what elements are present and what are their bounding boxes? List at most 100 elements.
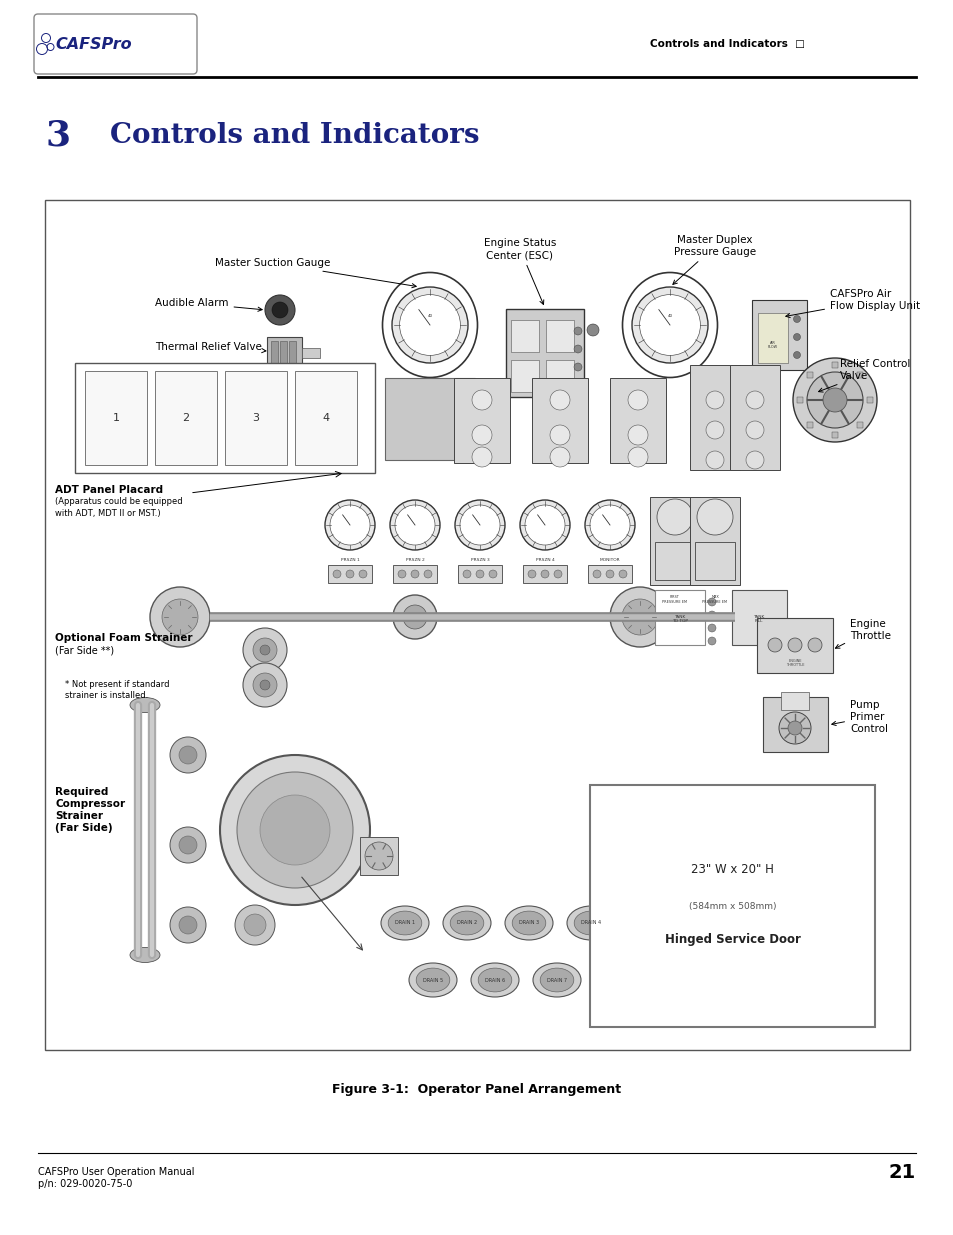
Bar	[393, 564, 436, 583]
Circle shape	[253, 638, 276, 662]
Text: ADT Panel Placard: ADT Panel Placard	[55, 485, 163, 495]
Bar	[762, 697, 827, 752]
Ellipse shape	[442, 906, 491, 940]
Circle shape	[574, 382, 581, 389]
Bar	[866, 396, 872, 403]
Text: Engine Status
Center (ESC): Engine Status Center (ESC)	[483, 238, 556, 305]
Circle shape	[397, 571, 406, 578]
Circle shape	[170, 906, 206, 944]
Text: with ADT, MDT II or MST.): with ADT, MDT II or MST.)	[55, 509, 160, 517]
Text: Compressor: Compressor	[55, 799, 125, 809]
Text: DRAIN 7: DRAIN 7	[546, 977, 566, 983]
Ellipse shape	[450, 911, 483, 935]
Text: TANK
TO TOP: TANK TO TOP	[671, 615, 687, 624]
Circle shape	[236, 772, 353, 888]
Bar	[385, 378, 475, 459]
Bar	[729, 366, 780, 471]
Circle shape	[705, 421, 723, 438]
Text: Hinged Service Door: Hinged Service Door	[664, 934, 800, 946]
Circle shape	[253, 673, 276, 697]
Circle shape	[476, 571, 483, 578]
Circle shape	[325, 500, 375, 550]
Circle shape	[234, 905, 274, 945]
Bar	[154, 370, 216, 466]
Bar	[294, 370, 356, 466]
Circle shape	[472, 447, 492, 467]
Text: DRAIN 1: DRAIN 1	[395, 920, 415, 925]
Circle shape	[793, 315, 800, 322]
FancyBboxPatch shape	[34, 14, 196, 74]
Circle shape	[333, 571, 340, 578]
Text: 3: 3	[253, 412, 259, 424]
Bar	[267, 337, 302, 369]
Circle shape	[767, 638, 781, 652]
Circle shape	[489, 571, 497, 578]
Bar	[806, 372, 812, 378]
Circle shape	[243, 663, 287, 706]
Bar	[545, 320, 574, 352]
Text: MONITOR: MONITOR	[599, 558, 619, 562]
Text: FIRST
PRESSURE EM: FIRST PRESSURE EM	[661, 595, 687, 604]
Circle shape	[162, 599, 198, 635]
Circle shape	[745, 451, 763, 469]
Circle shape	[524, 505, 564, 545]
Bar	[655, 542, 695, 580]
Circle shape	[179, 916, 196, 934]
Text: 2: 2	[182, 412, 190, 424]
Circle shape	[707, 637, 716, 645]
Bar	[758, 312, 787, 363]
Bar	[289, 341, 295, 366]
Text: AIR
FLOW: AIR FLOW	[767, 341, 778, 350]
Circle shape	[705, 391, 723, 409]
Bar	[587, 564, 631, 583]
Circle shape	[627, 447, 647, 467]
Ellipse shape	[504, 906, 553, 940]
Ellipse shape	[512, 911, 545, 935]
Bar	[545, 359, 574, 391]
Circle shape	[705, 451, 723, 469]
Text: ENGINE
THROTTLE: ENGINE THROTTLE	[785, 658, 803, 667]
Text: (Far Side): (Far Side)	[55, 823, 112, 832]
Bar	[689, 496, 740, 585]
Bar	[511, 320, 538, 352]
Bar	[522, 564, 566, 583]
Bar	[225, 370, 287, 466]
Bar	[454, 378, 510, 463]
Circle shape	[792, 358, 876, 442]
Circle shape	[605, 571, 614, 578]
Ellipse shape	[130, 698, 160, 713]
Bar	[796, 396, 802, 403]
Circle shape	[244, 914, 266, 936]
Circle shape	[358, 571, 367, 578]
Text: 40: 40	[667, 314, 672, 317]
Bar	[457, 564, 501, 583]
Circle shape	[589, 505, 629, 545]
Text: 3: 3	[45, 119, 71, 152]
Circle shape	[574, 327, 581, 335]
Ellipse shape	[533, 963, 580, 997]
Circle shape	[260, 795, 330, 864]
Circle shape	[652, 963, 662, 973]
Ellipse shape	[380, 906, 429, 940]
Bar	[511, 359, 538, 391]
Circle shape	[584, 500, 635, 550]
Circle shape	[618, 571, 626, 578]
Circle shape	[574, 345, 581, 353]
Text: Master Suction Gauge: Master Suction Gauge	[214, 258, 416, 288]
Bar	[609, 378, 665, 463]
Circle shape	[459, 505, 499, 545]
Text: Required: Required	[55, 787, 109, 797]
Bar	[831, 432, 837, 438]
Text: PRSZN 1: PRSZN 1	[340, 558, 359, 562]
Text: Controls and Indicators: Controls and Indicators	[110, 121, 479, 148]
Circle shape	[170, 737, 206, 773]
Bar	[757, 618, 832, 673]
Text: 23" W x 20" H: 23" W x 20" H	[690, 863, 773, 876]
Circle shape	[272, 303, 288, 317]
Text: 4: 4	[322, 412, 329, 424]
Circle shape	[390, 500, 439, 550]
Bar	[695, 542, 734, 580]
Circle shape	[707, 611, 716, 619]
Circle shape	[472, 425, 492, 445]
Text: * Not present if standard: * Not present if standard	[65, 680, 170, 689]
